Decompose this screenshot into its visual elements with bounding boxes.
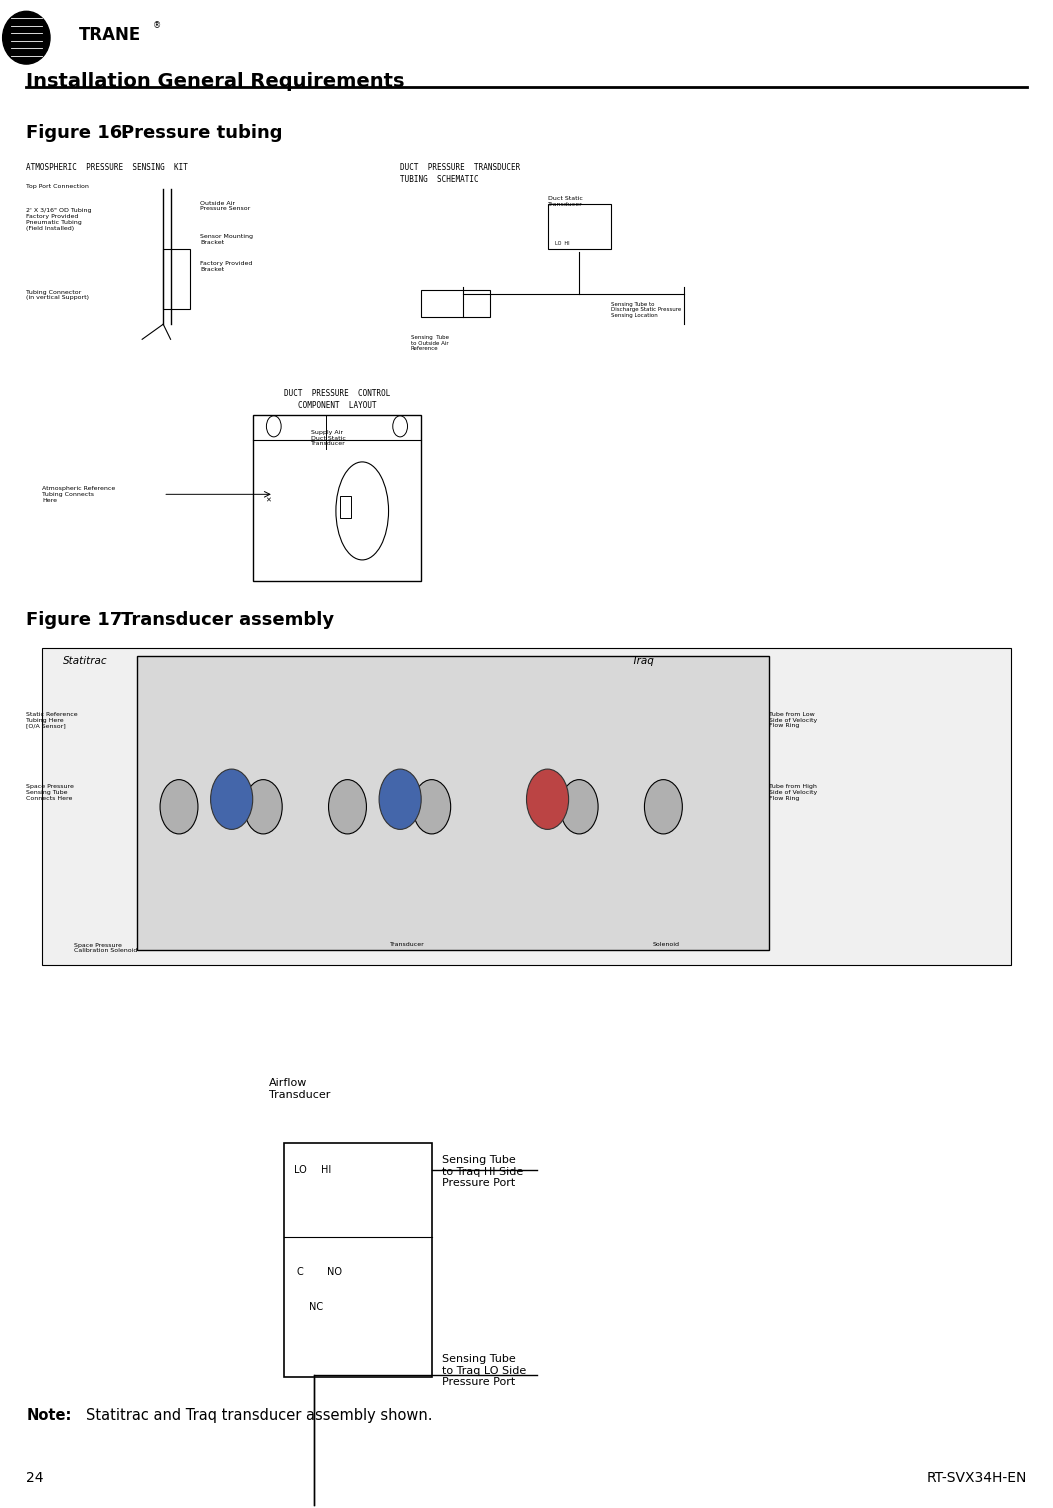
Text: Airflow
Transducer: Airflow Transducer: [269, 1078, 330, 1099]
Text: RT-SVX34H-EN: RT-SVX34H-EN: [927, 1472, 1027, 1485]
Text: 2' X 3/16" OD Tubing
Factory Provided
Pneumatic Tubing
(Field Installed): 2' X 3/16" OD Tubing Factory Provided Pn…: [26, 208, 92, 231]
Text: Tube from High
Side of Velocity
Flow Ring: Tube from High Side of Velocity Flow Rin…: [769, 784, 817, 801]
Circle shape: [560, 780, 598, 834]
Text: NC: NC: [309, 1301, 323, 1312]
Text: Duct Static
Transducer: Duct Static Transducer: [548, 196, 582, 207]
Text: Sensing Tube
to Traq LO Side
Pressure Port: Sensing Tube to Traq LO Side Pressure Po…: [442, 1354, 526, 1387]
Text: ATMOSPHERIC  PRESSURE  SENSING  KIT: ATMOSPHERIC PRESSURE SENSING KIT: [26, 163, 188, 172]
Circle shape: [329, 780, 366, 834]
Bar: [548, 204, 611, 249]
Text: Tube from Low
Side of Velocity
Flow Ring: Tube from Low Side of Velocity Flow Ring: [769, 712, 817, 728]
Text: Transducer assembly: Transducer assembly: [121, 611, 334, 629]
Text: Sensor Mounting
Bracket: Sensor Mounting Bracket: [200, 234, 253, 244]
Text: Space Pressure
Sensing Tube
Connects Here: Space Pressure Sensing Tube Connects Her…: [26, 784, 74, 801]
Text: Static Reference
Tubing Here
[O/A Sensor]: Static Reference Tubing Here [O/A Sensor…: [26, 712, 78, 728]
Bar: [340, 496, 351, 517]
Text: DUCT  PRESSURE  TRANSDUCER: DUCT PRESSURE TRANSDUCER: [400, 163, 520, 172]
Bar: [253, 415, 421, 581]
Text: Sensing Tube to
Discharge Static Pressure
Sensing Location: Sensing Tube to Discharge Static Pressur…: [611, 302, 681, 318]
Text: DUCT  PRESSURE  CONTROL: DUCT PRESSURE CONTROL: [283, 389, 391, 398]
Text: Factory Provided
Bracket: Factory Provided Bracket: [200, 261, 253, 271]
Text: Sensing  Tube
to Outside Air
Reference: Sensing Tube to Outside Air Reference: [411, 335, 449, 351]
Text: Space Pressure
Calibration Solenoid: Space Pressure Calibration Solenoid: [74, 942, 137, 953]
Text: Solenoid: Solenoid: [653, 942, 680, 947]
Text: Traq: Traq: [632, 656, 655, 667]
Text: 24: 24: [26, 1472, 44, 1485]
Text: Atmospheric Reference
Tubing Connects
Here: Atmospheric Reference Tubing Connects He…: [42, 486, 116, 502]
Text: Sensing Tube
to Traq HI Side
Pressure Port: Sensing Tube to Traq HI Side Pressure Po…: [442, 1155, 523, 1188]
Text: ✕: ✕: [265, 498, 272, 504]
Text: Statitrac and Traq transducer assembly shown.: Statitrac and Traq transducer assembly s…: [86, 1408, 433, 1424]
Bar: [137, 656, 769, 950]
Text: TUBING  SCHEMATIC: TUBING SCHEMATIC: [400, 175, 479, 184]
Circle shape: [413, 780, 451, 834]
Bar: [42, 648, 1011, 965]
Text: LO  HI: LO HI: [555, 241, 570, 246]
Text: Figure 17.: Figure 17.: [26, 611, 130, 629]
Bar: [421, 290, 490, 317]
Text: Note:: Note:: [26, 1408, 72, 1424]
Text: TRANE: TRANE: [79, 26, 141, 44]
Text: Transducer: Transducer: [390, 942, 424, 947]
Text: C: C: [297, 1267, 303, 1277]
Circle shape: [526, 769, 569, 829]
Text: NO: NO: [327, 1267, 342, 1277]
Text: Installation General Requirements: Installation General Requirements: [26, 72, 404, 92]
Text: ®: ®: [153, 21, 161, 30]
Text: Tubing Connector
(in vertical Support): Tubing Connector (in vertical Support): [26, 290, 90, 300]
Text: HI: HI: [321, 1166, 332, 1175]
Text: COMPONENT  LAYOUT: COMPONENT LAYOUT: [298, 401, 376, 410]
Circle shape: [379, 769, 421, 829]
Circle shape: [160, 780, 198, 834]
Circle shape: [244, 780, 282, 834]
Text: Figure 16.: Figure 16.: [26, 124, 130, 142]
Ellipse shape: [3, 12, 49, 65]
Text: Statitrac: Statitrac: [63, 656, 107, 667]
Circle shape: [644, 780, 682, 834]
Bar: [284, 1143, 432, 1377]
Circle shape: [211, 769, 253, 829]
Text: Top Port Connection: Top Port Connection: [26, 184, 90, 188]
Bar: [163, 249, 190, 309]
Text: LO: LO: [294, 1166, 306, 1175]
Text: Outside Air
Pressure Sensor: Outside Air Pressure Sensor: [200, 201, 251, 211]
Text: Supply Air
Duct Static
Transducer: Supply Air Duct Static Transducer: [311, 430, 345, 446]
Text: Pressure tubing: Pressure tubing: [121, 124, 282, 142]
